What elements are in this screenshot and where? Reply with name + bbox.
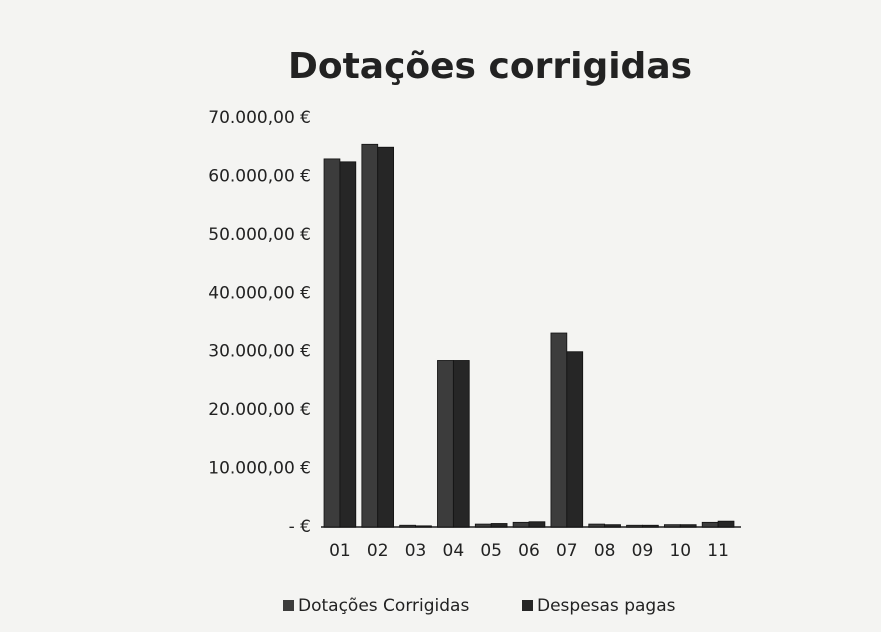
y-tick-label: 20.000,00 € — [208, 400, 311, 420]
bar — [717, 520, 735, 528]
x-tick-label: 05 — [480, 541, 502, 561]
bar — [588, 523, 606, 528]
bar — [437, 360, 454, 528]
y-tick-label: 40.000,00 € — [208, 283, 311, 303]
bar — [604, 524, 621, 528]
bar — [566, 351, 584, 528]
x-tick-label: 01 — [329, 541, 351, 561]
bar — [415, 525, 432, 528]
bar — [679, 524, 697, 528]
bar — [528, 521, 546, 528]
bar — [474, 523, 492, 528]
legend-swatch — [522, 600, 533, 611]
legend-label: Despesas pagas — [537, 596, 676, 616]
bar — [361, 143, 379, 528]
bar — [512, 521, 530, 528]
bar — [339, 161, 357, 528]
bar — [663, 524, 681, 528]
bar — [490, 523, 508, 528]
y-tick-label: 70.000,00 € — [208, 108, 311, 128]
x-tick-label: 04 — [443, 541, 465, 561]
bar — [399, 524, 416, 528]
x-tick-label: 08 — [594, 541, 616, 561]
x-tick-label: 07 — [556, 541, 578, 561]
y-tick-label: 50.000,00 € — [208, 225, 311, 245]
x-tick-label: 02 — [367, 541, 389, 561]
y-tick-label: 10.000,00 € — [208, 459, 311, 479]
bar — [550, 332, 568, 528]
bar — [642, 524, 659, 528]
x-tick-label: 03 — [405, 541, 427, 561]
x-tick-label: 09 — [632, 541, 654, 561]
bar — [452, 360, 470, 528]
y-tick-label: 60.000,00 € — [208, 166, 311, 186]
bar — [626, 524, 643, 528]
y-tick-label: - € — [289, 517, 311, 537]
legend-swatch — [283, 600, 294, 611]
legend-label: Dotações Corrigidas — [298, 596, 469, 616]
bar — [701, 521, 719, 528]
chart-title: Dotações corrigidas — [288, 46, 692, 87]
bar — [323, 158, 341, 528]
bar — [377, 146, 395, 528]
x-tick-label: 11 — [707, 541, 729, 561]
y-tick-label: 30.000,00 € — [208, 342, 311, 362]
x-tick-label: 10 — [669, 541, 691, 561]
x-tick-label: 06 — [518, 541, 540, 561]
